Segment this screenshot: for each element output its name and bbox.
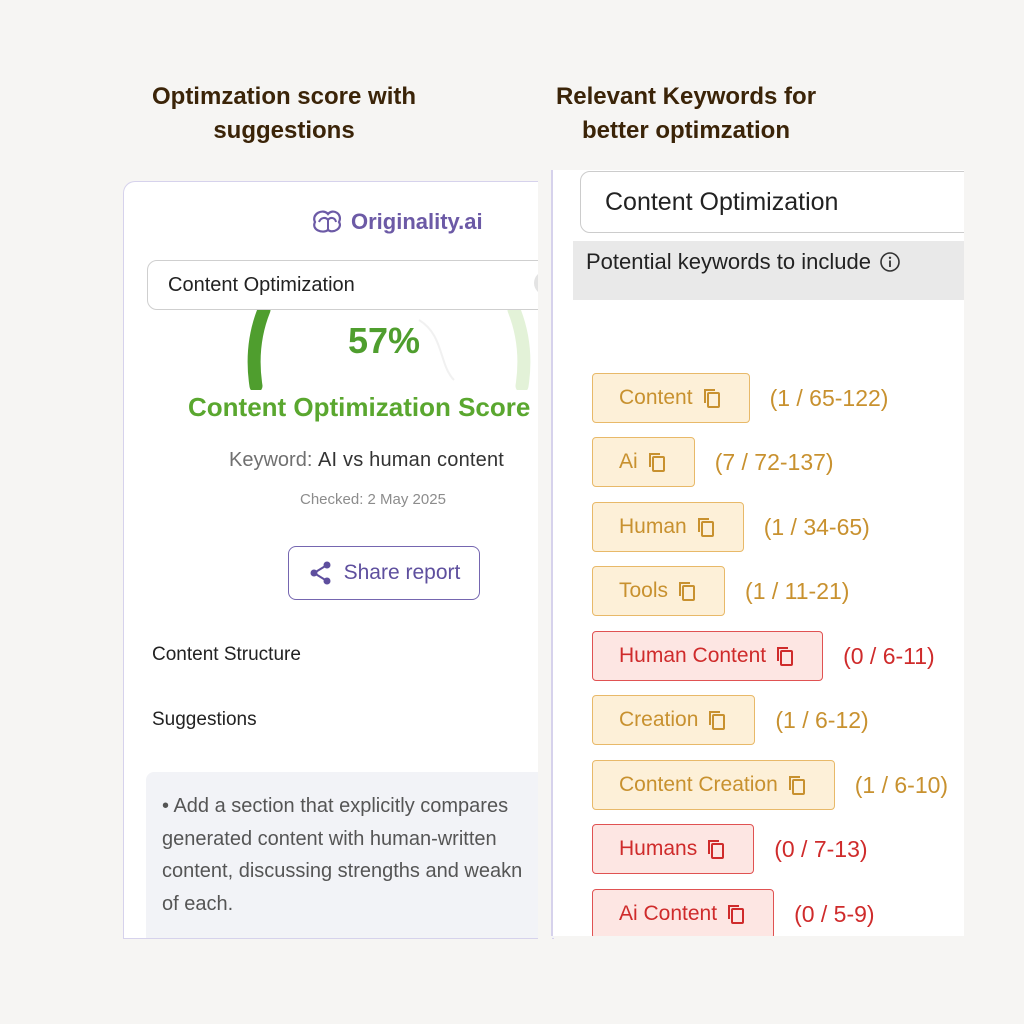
keywords-header: Potential keywords to include [573,241,964,300]
keywords-panel: Content Optimization Potential keywords … [553,170,964,936]
copy-icon [703,389,720,408]
keyword-row: Content Creation (1 / 6-10) [592,760,948,810]
panel-gap [538,170,552,940]
optimization-score-panel: Originality.ai Content Optimization 57% … [123,181,554,939]
keyword-chip-label: Creation [619,708,699,731]
keyword-search-value: Content Optimization [605,187,839,216]
keyword-count: (0 / 6-11) [843,642,935,669]
keyword-row: Human (1 / 34-65) [592,502,870,552]
gauge-watermark [418,319,455,381]
share-report-label: Share report [343,561,461,584]
keyword-count: (1 / 34-65) [763,513,870,540]
score-gauge [247,310,531,390]
brand: Originality.ai [309,208,483,236]
keywords-header-label: Potential keywords to include [586,249,871,274]
checked-date: Checked: 2 May 2025 [300,491,446,508]
panel-divider [551,170,553,936]
keyword-row: Ai Content (0 / 5-9) [592,889,875,936]
copy-icon [788,776,805,795]
suggestion-line: • Add a section that explicitly compares [162,795,509,817]
keyword-count: (1 / 6-12) [775,706,869,733]
brain-logo-icon [313,210,341,233]
right-heading: Relevant Keywords for better optimzation [555,83,817,144]
keyword-row: Ai (7 / 72-137) [592,437,834,487]
keyword-chip-label: Ai [619,450,638,473]
keyword-row: Humans (0 / 7-13) [592,824,868,874]
share-icon [310,561,331,585]
info-icon[interactable] [879,251,901,273]
keyword-line: Keyword: AI vs human content [229,449,504,472]
score-percent: 57% [347,320,421,361]
keyword-row: Human Content (0 / 6-11) [592,631,935,681]
copy-icon [648,453,665,472]
keyword-value: AI vs human content [317,449,505,471]
copy-icon [697,518,714,537]
suggestions-label[interactable]: Suggestions [152,709,257,730]
keyword-chip[interactable]: Human [592,502,744,552]
suggestions-box: • Add a section that explicitly compares… [146,772,554,938]
keyword-count: (1 / 11-21) [745,577,850,604]
copy-icon [708,840,725,859]
brand-name: Originality.ai [351,209,483,234]
share-report-button[interactable]: Share report [288,546,480,600]
copy-icon [679,582,696,601]
gauge-empty-arc [507,310,531,390]
keyword-row: Tools (1 / 11-21) [592,566,849,616]
suggestion-line: content, discussing strengths and weakn [162,860,523,882]
copy-icon [777,647,794,666]
keyword-row: Creation (1 / 6-12) [592,695,869,745]
keyword-chip[interactable]: Ai Content [592,889,775,936]
copy-icon [709,711,726,730]
keyword-chip[interactable]: Humans [592,824,755,874]
keyword-chip[interactable]: Tools [592,566,726,616]
keyword-chip[interactable]: Ai [592,437,695,487]
keyword-search-input[interactable]: Content Optimization [580,171,964,233]
keyword-chip-label: Content Creation [619,773,778,796]
keyword-chip[interactable]: Creation [592,695,756,745]
keyword-count: (1 / 65-122) [769,384,889,411]
keyword-count: (1 / 6-10) [854,771,949,798]
search-value: Content Optimization [168,273,355,296]
keyword-chip[interactable]: Content Creation [592,760,835,810]
keyword-count: (7 / 72-137) [714,448,834,475]
keyword-chip-label: Content [619,386,693,409]
gauge-filled-arc [247,310,271,390]
keyword-label: Keyword: [229,449,313,471]
keyword-count: (0 / 5-9) [794,900,875,927]
search-input[interactable]: Content Optimization [147,260,554,310]
left-heading: Optimzation score with suggestions [151,83,417,144]
score-label: Content Optimization Score [188,392,531,422]
content-structure-label[interactable]: Content Structure [152,644,301,665]
keyword-chip-label: Tools [619,579,669,602]
suggestion-line: of each. [162,892,234,915]
copy-icon [728,905,745,924]
keyword-chip[interactable]: Human Content [592,631,824,681]
keyword-row: Content (1 / 65-122) [592,373,888,423]
keyword-chip-label: Humans [619,837,698,860]
suggestion-line: generated content with human-written [162,827,497,850]
keyword-chip-label: Human [619,515,687,538]
keyword-chip[interactable]: Content [592,373,750,423]
keyword-chip-label: Ai Content [619,902,718,925]
keyword-count: (0 / 7-13) [774,835,868,862]
keyword-chip-label: Human Content [619,644,767,667]
